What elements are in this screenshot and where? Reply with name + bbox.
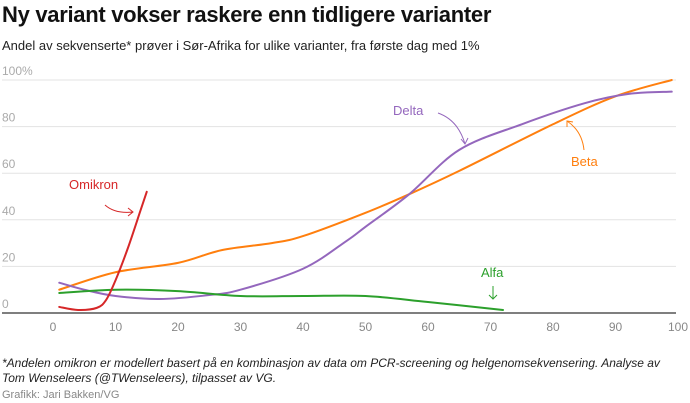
y-tick-label: 100%	[2, 64, 33, 78]
line-chart: 0 20 40 60 80 100% 0 10 20 30 40 50 60 70 80 90 100 Beta D…	[2, 64, 688, 334]
series-line-omikron	[58, 190, 148, 311]
x-tick-label: 70	[484, 320, 498, 334]
x-tick-label: 20	[171, 320, 185, 334]
arrow-icon	[488, 286, 498, 300]
arrow-icon	[104, 204, 134, 217]
chart-title: Ny variant vokser raskere enn tidligere …	[2, 2, 492, 27]
series-label-omikron: Omikron	[69, 177, 118, 192]
series-label-beta: Beta	[571, 154, 599, 169]
x-tick-label: 40	[296, 320, 310, 334]
credit: Grafikk: Jari Bakken/VG	[2, 389, 120, 401]
y-tick-label: 0	[2, 297, 9, 311]
series-line-delta	[58, 90, 673, 301]
x-tick-label: 90	[609, 320, 623, 334]
x-tick-label: 100	[668, 320, 688, 334]
x-tick-label: 50	[359, 320, 373, 334]
footnote: *Andelen omikron er modellert basert på …	[2, 356, 660, 385]
x-tick-label: 30	[234, 320, 248, 334]
y-tick-label: 20	[2, 250, 16, 264]
y-tick-label: 40	[2, 204, 16, 218]
x-tick-label: 80	[546, 320, 560, 334]
series-line-alfa	[58, 288, 504, 311]
chart-subtitle: Andel av sekvenserte* prøver i Sør-Afrik…	[2, 38, 480, 53]
series-label-delta: Delta	[393, 103, 424, 118]
y-tick-label: 60	[2, 157, 16, 171]
x-tick-label: 0	[50, 320, 57, 334]
x-tick-label: 60	[421, 320, 435, 334]
y-tick-label: 80	[2, 111, 16, 125]
x-tick-label: 10	[109, 320, 123, 334]
arrow-icon	[437, 112, 469, 145]
arrow-icon	[566, 120, 585, 151]
series-label-alfa: Alfa	[481, 265, 504, 280]
series-line-beta	[58, 79, 673, 291]
